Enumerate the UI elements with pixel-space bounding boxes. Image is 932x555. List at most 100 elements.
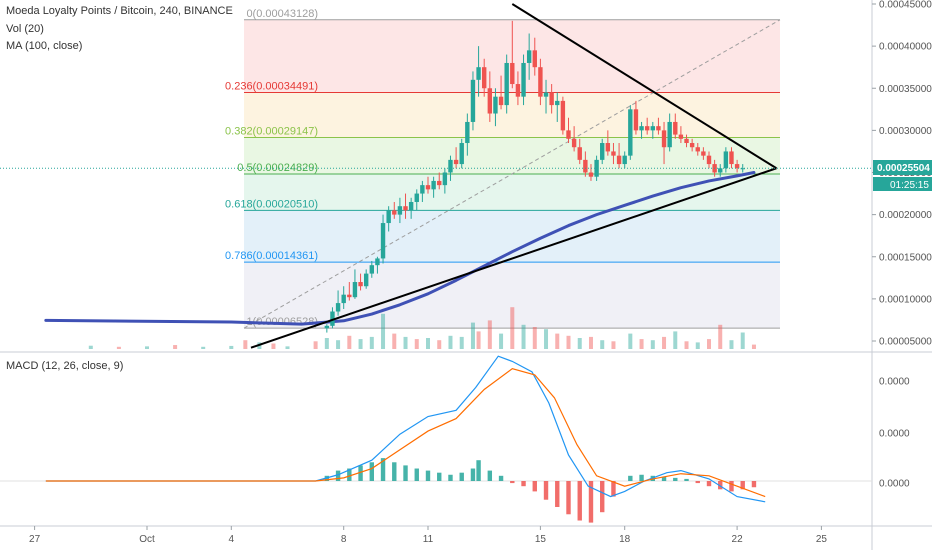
macd-histogram-bar bbox=[600, 481, 605, 513]
candle-body bbox=[515, 84, 521, 97]
volume-bar bbox=[116, 346, 121, 349]
volume-bar bbox=[229, 345, 234, 349]
volume-bar bbox=[145, 346, 149, 349]
candle-body bbox=[695, 147, 700, 152]
moving-average-line bbox=[44, 171, 756, 326]
ma-line bbox=[44, 171, 756, 326]
candle-body bbox=[392, 210, 397, 215]
macd-histogram-bar bbox=[532, 481, 537, 492]
volume-bar bbox=[426, 338, 430, 349]
macd-histogram-bar bbox=[335, 470, 341, 481]
time-axis[interactable]: 27 Oct 4 8 11 15 18 22 25 bbox=[29, 526, 827, 545]
volume-bar bbox=[403, 336, 408, 349]
time-tick-label: 27 bbox=[29, 534, 41, 545]
macd-histogram-bar bbox=[695, 481, 700, 484]
macd-histogram-bar bbox=[414, 468, 419, 481]
candle-body bbox=[729, 151, 734, 165]
candle-body bbox=[718, 168, 723, 173]
macd-histogram-bar bbox=[392, 462, 397, 481]
volume-bar bbox=[448, 335, 453, 349]
volume-bar bbox=[243, 340, 248, 349]
candle-body bbox=[386, 210, 391, 224]
volume-bar bbox=[459, 336, 464, 349]
macd-histogram-bar bbox=[706, 481, 712, 487]
macd-histogram-bar bbox=[369, 462, 374, 481]
macd-histogram-bar bbox=[566, 481, 571, 515]
candle-body bbox=[678, 134, 684, 139]
candle-body bbox=[734, 164, 740, 169]
candle-body bbox=[667, 121, 672, 148]
volume-bar bbox=[347, 335, 352, 349]
volume-bar bbox=[358, 339, 363, 349]
candle-body bbox=[330, 311, 335, 326]
time-tick-label: 18 bbox=[619, 534, 631, 545]
chart-title: Moeda Loyalty Points / Bitcoin, 240, BIN… bbox=[6, 5, 233, 17]
macd-histogram-bar bbox=[437, 472, 442, 481]
macd-histogram-bar bbox=[684, 478, 689, 481]
candle-body bbox=[487, 88, 493, 114]
candle-body bbox=[498, 96, 504, 106]
volume-bar bbox=[751, 344, 756, 349]
time-tick-label: 15 bbox=[535, 534, 547, 545]
candle-body bbox=[650, 126, 655, 131]
candle-body bbox=[425, 185, 431, 190]
candle-body bbox=[628, 109, 633, 156]
time-tick-label: 25 bbox=[816, 534, 828, 545]
fib-level-label: 0.5(0.00024829) bbox=[237, 162, 318, 174]
volume-bar bbox=[684, 341, 689, 349]
price-tick-label: 0.00020000 bbox=[879, 210, 932, 221]
price-tick-label: 0.00015000 bbox=[879, 252, 932, 263]
macd-tick-label: 0.0000 bbox=[879, 429, 910, 440]
last-price-value: 0.00025504 bbox=[877, 163, 930, 174]
price-tick-label: 0.00040000 bbox=[879, 42, 932, 53]
candle-body bbox=[324, 325, 330, 329]
candle-body bbox=[521, 62, 526, 97]
volume-bar bbox=[588, 336, 593, 349]
time-tick-label: Oct bbox=[139, 534, 155, 545]
candle-body bbox=[465, 121, 470, 144]
candle-body bbox=[408, 201, 414, 211]
macd-histogram-bar bbox=[588, 481, 594, 523]
candle-body bbox=[600, 143, 605, 160]
candle-body bbox=[476, 67, 481, 80]
candle-body bbox=[673, 121, 678, 135]
candle-body bbox=[358, 282, 363, 287]
time-tick-label: 11 bbox=[423, 534, 434, 545]
candle-body bbox=[482, 67, 487, 89]
time-tick-label: 8 bbox=[341, 534, 347, 545]
candle-body bbox=[656, 126, 661, 131]
fib-level-label: 0(0.00043128) bbox=[246, 8, 318, 20]
candle-body bbox=[526, 50, 532, 63]
candle-body bbox=[437, 180, 442, 186]
candle-body bbox=[577, 147, 582, 160]
candle-body bbox=[380, 223, 386, 259]
signal-line bbox=[45, 368, 766, 498]
candle-body bbox=[363, 273, 369, 287]
candle-body bbox=[684, 138, 689, 144]
fib-level-label: 0.382(0.00029147) bbox=[225, 126, 318, 138]
volume-bar bbox=[369, 336, 374, 349]
macd-histogram-bar bbox=[380, 458, 386, 481]
candle-body bbox=[689, 143, 695, 148]
volume-bar bbox=[521, 324, 526, 349]
macd-tick-label: 0.0000 bbox=[879, 479, 910, 490]
macd-histogram-bar bbox=[639, 474, 644, 481]
candlesticks bbox=[324, 20, 745, 333]
trendlines[interactable] bbox=[250, 3, 777, 349]
volume-bar bbox=[729, 340, 734, 349]
candle-body bbox=[459, 143, 464, 165]
candle-body bbox=[566, 130, 571, 139]
volume-bar bbox=[707, 339, 711, 349]
macd-histogram-bar bbox=[510, 481, 515, 484]
macd-axis[interactable]: 0.0000 0.0000 0.0000 bbox=[879, 377, 910, 490]
candle-body bbox=[414, 193, 419, 202]
candle-body bbox=[616, 155, 622, 165]
candle-body bbox=[594, 159, 599, 177]
candle-body bbox=[605, 143, 611, 152]
volume-bar bbox=[414, 339, 419, 349]
volume-bar bbox=[740, 332, 745, 349]
price-tick-label: 0.00010000 bbox=[879, 294, 932, 305]
candle-body bbox=[335, 303, 341, 312]
